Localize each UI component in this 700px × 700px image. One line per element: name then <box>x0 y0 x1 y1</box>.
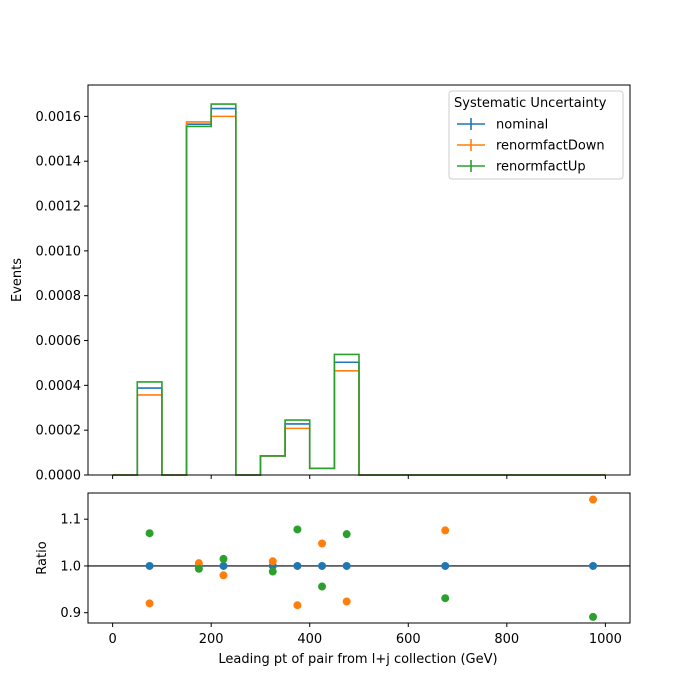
histogram-y-tick-label: 0.0002 <box>36 424 82 439</box>
ratio-x-tick-label: 800 <box>494 632 519 647</box>
histogram-y-tick-label: 0.0008 <box>36 289 82 304</box>
ratio-point-renormfactUp <box>293 525 302 534</box>
ratio-axes-frame <box>87 492 631 624</box>
legend-entries: nominal renormfactDown renormfactUp <box>457 118 605 175</box>
ratio-point-renormfactDown <box>589 495 598 504</box>
legend-label-renormfactDown: renormfactDown <box>496 139 605 154</box>
ratio-y-axis-label: Ratio <box>35 541 50 574</box>
histogram-axes-frame <box>87 84 631 476</box>
histogram-y-tick-label: 0.0012 <box>36 200 82 215</box>
x-axis-label: Leading pt of pair from l+j collection (… <box>218 652 497 667</box>
histogram-y-ticks: 0.0000 0.0002 0.0004 0.0006 0.0008 0.0010 0.00… <box>36 110 88 484</box>
ratio-point-renormfactUp <box>145 529 154 538</box>
histogram-y-tick-label: 0.0006 <box>36 334 82 349</box>
ratio-x-tick-label: 0 <box>108 632 116 647</box>
histogram-y-tick-label: 0.0016 <box>36 110 82 125</box>
histogram-panel: 0.0000 0.0002 0.0004 0.0006 0.0008 0.0010 0.00… <box>10 84 631 484</box>
ratio-point-renormfactUp <box>318 582 327 591</box>
ratio-point-nominal <box>342 561 351 570</box>
ratio-point-renormfactUp <box>441 594 450 603</box>
ratio-y-tick-label: 1.0 <box>60 559 81 574</box>
legend-label-renormfactUp: renormfactUp <box>496 160 586 175</box>
legend-label-nominal: nominal <box>496 118 548 133</box>
histogram-y-tick-label: 0.0014 <box>36 155 82 170</box>
ratio-point-nominal <box>293 561 302 570</box>
ratio-point-renormfactUp <box>342 530 351 539</box>
ratio-point-renormfactDown <box>194 559 203 568</box>
ratio-x-tick-label: 600 <box>396 632 421 647</box>
ratio-x-tick-label: 400 <box>297 632 322 647</box>
ratio-x-tick-label: 1000 <box>589 632 622 647</box>
ratio-points-layer <box>145 495 598 621</box>
histogram-y-axis-label: Events <box>10 258 25 302</box>
histogram-y-tick-label: 0.0004 <box>36 379 82 394</box>
ratio-y-ticks: 0.9 1.0 1.1 <box>60 513 88 621</box>
ratio-point-renormfactDown <box>342 597 351 606</box>
ratio-point-renormfactUp <box>589 612 598 621</box>
ratio-y-tick-label: 1.1 <box>60 513 81 528</box>
ratio-x-tick-label: 200 <box>199 632 224 647</box>
ratio-point-nominal <box>441 561 450 570</box>
ratio-point-nominal <box>318 561 327 570</box>
histogram-x-ticks <box>112 475 606 479</box>
ratio-point-renormfactDown <box>268 557 277 566</box>
ratio-point-renormfactUp <box>268 567 277 576</box>
ratio-point-renormfactUp <box>219 554 228 563</box>
ratio-point-renormfactDown <box>145 599 154 608</box>
ratio-point-nominal <box>219 561 228 570</box>
legend-title: Systematic Uncertainty <box>454 96 607 111</box>
ratio-y-tick-label: 0.9 <box>60 606 81 621</box>
legend-box <box>448 90 624 180</box>
ratio-x-ticks: 0 200 400 600 800 1000 <box>108 623 622 647</box>
ratio-point-renormfactDown <box>293 601 302 610</box>
legend: Systematic Uncertainty nominal renormfact… <box>448 90 624 180</box>
ratio-point-nominal <box>589 561 598 570</box>
ratio-point-renormfactDown <box>219 571 228 580</box>
histogram-y-tick-label: 0.0000 <box>36 469 82 484</box>
ratio-panel: 0.9 1.0 1.1 0 200 400 600 800 1000 Ratio Leadin… <box>35 492 631 667</box>
ratio-point-nominal <box>145 561 154 570</box>
ratio-point-renormfactDown <box>441 526 450 535</box>
ratio-point-renormfactUp <box>194 564 203 573</box>
histogram-y-tick-label: 0.0010 <box>36 244 82 259</box>
ratio-point-renormfactDown <box>318 539 327 548</box>
